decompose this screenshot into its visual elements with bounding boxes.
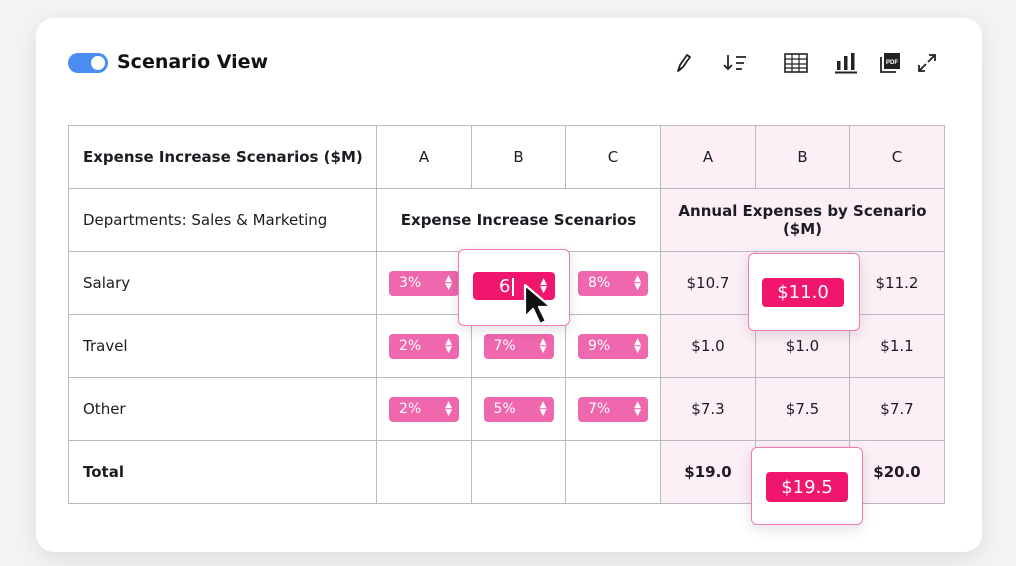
stepper-arrows-icon[interactable]: ▲ ▼ [634,400,641,418]
increase-stepper[interactable]: 7% ▲ ▼ [578,396,648,422]
department-label: Departments: Sales & Marketing [68,188,377,252]
row-label: Travel [68,314,377,378]
expense-cell: $11.2 [849,251,945,315]
stepper-value: 2% [399,338,422,354]
table-subheader-row: Departments: Sales & Marketing Expense I… [68,188,945,252]
increase-stepper[interactable]: 2% ▲ ▼ [389,396,459,422]
pdf-icon-label: PDF [886,60,898,66]
total-cell: $20.0 [849,440,945,504]
table-view-button[interactable] [783,50,809,76]
table-title: Expense Increase Scenarios ($M) [68,125,377,189]
scenario-c-header: C [565,125,661,189]
chart-view-button[interactable] [833,50,859,76]
stepper-value: 7% [588,401,611,417]
expense-cell: $7.7 [849,377,945,441]
pdf-icon: PDF [880,53,900,73]
increase-stepper[interactable]: 5% ▲ ▼ [483,396,554,422]
expense-a-header: A [660,125,756,189]
expense-b-header: B [755,125,850,189]
increase-stepper[interactable]: 7% ▲ ▼ [483,333,554,359]
active-stepper-value: 6 [499,275,511,297]
highlighted-total-value: $19.5 [766,472,848,502]
expenses-group-header: Annual Expenses by Scenario ($M) [660,188,945,252]
expense-cell: $7.3 [660,377,756,441]
scenario-toggle[interactable] [68,53,108,73]
increase-stepper[interactable]: 2% ▲ ▼ [389,333,459,359]
stepper-arrows-icon[interactable]: ▲ ▼ [634,337,641,355]
bar-chart-icon [835,53,857,74]
row-label: Salary [68,251,377,315]
highlighted-expense-value: $11.0 [762,278,844,307]
stepper-arrows-icon[interactable]: ▲ ▼ [540,277,547,295]
active-stepper-input[interactable]: 6 ▲ ▼ [473,272,555,300]
increase-stepper[interactable]: 3% ▲ ▼ [389,270,459,296]
text-caret [512,277,514,296]
sort-button[interactable] [722,50,748,76]
stepper-arrows-icon[interactable]: ▲ ▼ [445,400,452,418]
expand-button[interactable] [914,50,940,76]
stepper-value: 5% [493,401,516,417]
page-title: Scenario View [117,51,269,73]
table-header-row: Expense Increase Scenarios ($M) A B C A … [68,125,945,189]
increase-stepper[interactable]: 9% ▲ ▼ [578,333,648,359]
pencil-icon [677,54,691,72]
table-row: Other 2% ▲ ▼ 5% ▲ ▼ 7% ▲ ▼ $7.3 $7.5 $7.7 [68,377,945,441]
toggle-knob [91,56,105,70]
stepper-value: 7% [493,338,516,354]
expense-cell: $10.7 [660,251,756,315]
row-label: Other [68,377,377,441]
scenario-a-header: A [376,125,472,189]
stepper-value: 2% [399,401,422,417]
increase-stepper[interactable]: 8% ▲ ▼ [578,270,648,296]
stepper-value: 3% [399,275,422,291]
mouse-pointer-icon [523,283,553,326]
total-label: Total [68,440,377,504]
stepper-arrows-icon[interactable]: ▲ ▼ [539,400,547,418]
total-cell: $19.0 [660,440,756,504]
expense-c-header: C [849,125,945,189]
table-icon [784,53,808,73]
stepper-arrows-icon[interactable]: ▲ ▼ [539,337,547,355]
edit-button[interactable] [670,50,696,76]
expense-cell: $1.1 [849,314,945,378]
stepper-arrows-icon[interactable]: ▲ ▼ [634,274,641,292]
increase-group-header: Expense Increase Scenarios [376,188,661,252]
expand-icon [918,54,936,72]
stepper-value: 9% [588,338,611,354]
expense-cell: $7.5 [755,377,850,441]
expense-cell: $1.0 [660,314,756,378]
sort-icon [723,55,746,71]
stepper-value: 8% [588,275,611,291]
scenario-b-header: B [471,125,566,189]
stepper-arrows-icon[interactable]: ▲ ▼ [445,274,452,292]
pdf-export-button[interactable]: PDF [877,50,903,76]
stepper-arrows-icon[interactable]: ▲ ▼ [445,337,452,355]
